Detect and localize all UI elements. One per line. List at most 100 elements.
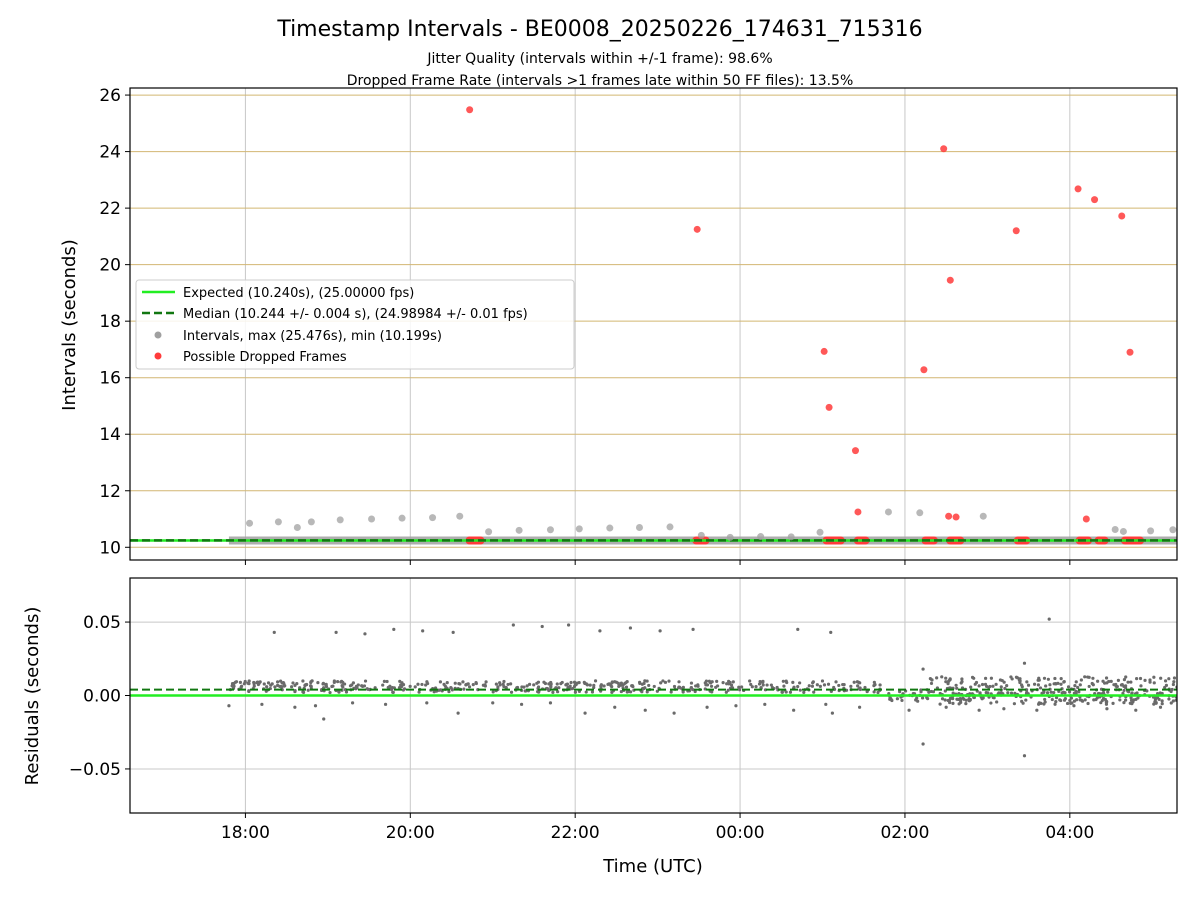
residual-band-point bbox=[474, 680, 478, 685]
interval-point-13 bbox=[606, 524, 614, 532]
residual-band-point bbox=[565, 682, 570, 686]
residual-band-point bbox=[525, 684, 529, 688]
residual-band-point bbox=[1115, 684, 1119, 689]
residual-band-point bbox=[1050, 697, 1054, 702]
residual-band-point bbox=[759, 680, 763, 684]
residual-band-point bbox=[964, 702, 968, 706]
residual-band-point bbox=[569, 680, 573, 685]
residual-band-point bbox=[863, 685, 867, 690]
residual-band-point bbox=[750, 685, 754, 689]
residual-band-point bbox=[381, 683, 385, 687]
residual-point-48 bbox=[1072, 704, 1076, 708]
residual-band-point bbox=[484, 680, 488, 684]
residual-band-point bbox=[339, 680, 343, 684]
residual-band-point bbox=[527, 682, 532, 686]
residual-band-point bbox=[761, 683, 765, 687]
residual-band-point bbox=[447, 689, 451, 694]
residual-band-point bbox=[1048, 683, 1052, 687]
residual-band-point bbox=[1152, 681, 1156, 685]
interval-point-19 bbox=[787, 533, 795, 541]
residual-band-point bbox=[573, 690, 578, 694]
residual-band-point bbox=[1020, 683, 1024, 687]
residual-band-point bbox=[491, 690, 495, 694]
residual-band-point bbox=[1063, 691, 1067, 695]
residual-point-18 bbox=[921, 742, 925, 746]
residual-band-point bbox=[623, 681, 627, 686]
residual-point-19 bbox=[1022, 754, 1027, 758]
residual-band-point bbox=[336, 680, 340, 684]
residual-band-point bbox=[726, 688, 730, 692]
residual-band-point bbox=[506, 682, 510, 687]
residual-band-point bbox=[890, 698, 894, 703]
residual-point-49 bbox=[1105, 707, 1109, 711]
residual-band-point bbox=[696, 684, 700, 688]
residual-band-point bbox=[1018, 680, 1022, 685]
residual-band-point bbox=[944, 680, 948, 684]
residual-point-38 bbox=[763, 702, 767, 706]
residual-band-point bbox=[239, 684, 244, 688]
residual-point-3 bbox=[392, 627, 396, 632]
residual-point-16 bbox=[1022, 661, 1027, 665]
residual-band-point bbox=[536, 690, 540, 694]
residual-band-point bbox=[730, 686, 735, 690]
residual-band-point bbox=[542, 680, 546, 684]
residual-band-point bbox=[943, 698, 947, 702]
interval-point-23 bbox=[979, 512, 987, 520]
residual-band-point bbox=[856, 680, 861, 684]
residual-band-point bbox=[802, 690, 806, 694]
residual-band-point bbox=[316, 681, 320, 685]
residual-point-22 bbox=[260, 702, 264, 706]
interval-point-10 bbox=[515, 526, 523, 534]
residual-band-point bbox=[954, 683, 958, 687]
residual-band-point bbox=[1012, 702, 1016, 706]
residual-band-point bbox=[301, 679, 305, 683]
residual-band-point bbox=[238, 680, 242, 684]
residual-band-point bbox=[946, 682, 950, 686]
interval-point-20 bbox=[816, 528, 824, 536]
top-plot-area bbox=[130, 106, 1177, 545]
residual-band-point bbox=[955, 686, 959, 690]
bottom-xtick-label-2: 22:00 bbox=[551, 823, 600, 843]
residual-band-point bbox=[1128, 701, 1132, 705]
residual-band-point bbox=[1059, 682, 1063, 686]
residual-band-point bbox=[617, 684, 621, 689]
dropped-point-6 bbox=[920, 366, 928, 374]
residual-band-point bbox=[900, 698, 904, 703]
residual-band-point bbox=[273, 685, 277, 689]
residual-band-point bbox=[849, 684, 853, 688]
residual-band-point bbox=[940, 675, 944, 679]
residual-band-point bbox=[1104, 702, 1109, 706]
dropped-point-15 bbox=[1126, 348, 1134, 356]
residual-band-point bbox=[1025, 680, 1029, 684]
residual-point-25 bbox=[350, 701, 355, 705]
interval-point-18 bbox=[757, 533, 765, 541]
residual-band-point bbox=[973, 682, 977, 686]
residual-band-point bbox=[689, 681, 694, 685]
residual-band-point bbox=[1003, 686, 1007, 691]
residual-band-point bbox=[1000, 678, 1004, 683]
residual-band-point bbox=[1010, 677, 1014, 681]
residual-band-point bbox=[856, 684, 860, 688]
residual-band-point bbox=[1106, 690, 1110, 694]
residual-band-point bbox=[1043, 697, 1047, 702]
residual-band-point bbox=[1096, 679, 1100, 683]
residual-point-13 bbox=[796, 627, 800, 632]
residual-band-point bbox=[344, 690, 349, 694]
residual-point-5 bbox=[451, 630, 455, 634]
legend-expected-label: Expected (10.240s), (25.00000 fps) bbox=[183, 286, 414, 301]
residual-band-point bbox=[1006, 691, 1010, 695]
top-ytick-label-1: 12 bbox=[99, 482, 121, 502]
residual-band-point bbox=[659, 681, 663, 685]
dropped-point-16 bbox=[1082, 515, 1090, 523]
residual-band-point bbox=[1172, 676, 1177, 680]
residual-band-point bbox=[1119, 683, 1124, 687]
residual-band-point bbox=[748, 679, 752, 683]
residual-band-point bbox=[401, 688, 405, 692]
residual-band-point bbox=[341, 685, 345, 689]
residual-band-point bbox=[927, 690, 931, 694]
residual-band-point bbox=[1122, 701, 1126, 705]
residual-band-point bbox=[557, 686, 561, 690]
residual-band-point bbox=[382, 679, 386, 683]
top-ytick-label-0: 10 bbox=[99, 538, 121, 558]
